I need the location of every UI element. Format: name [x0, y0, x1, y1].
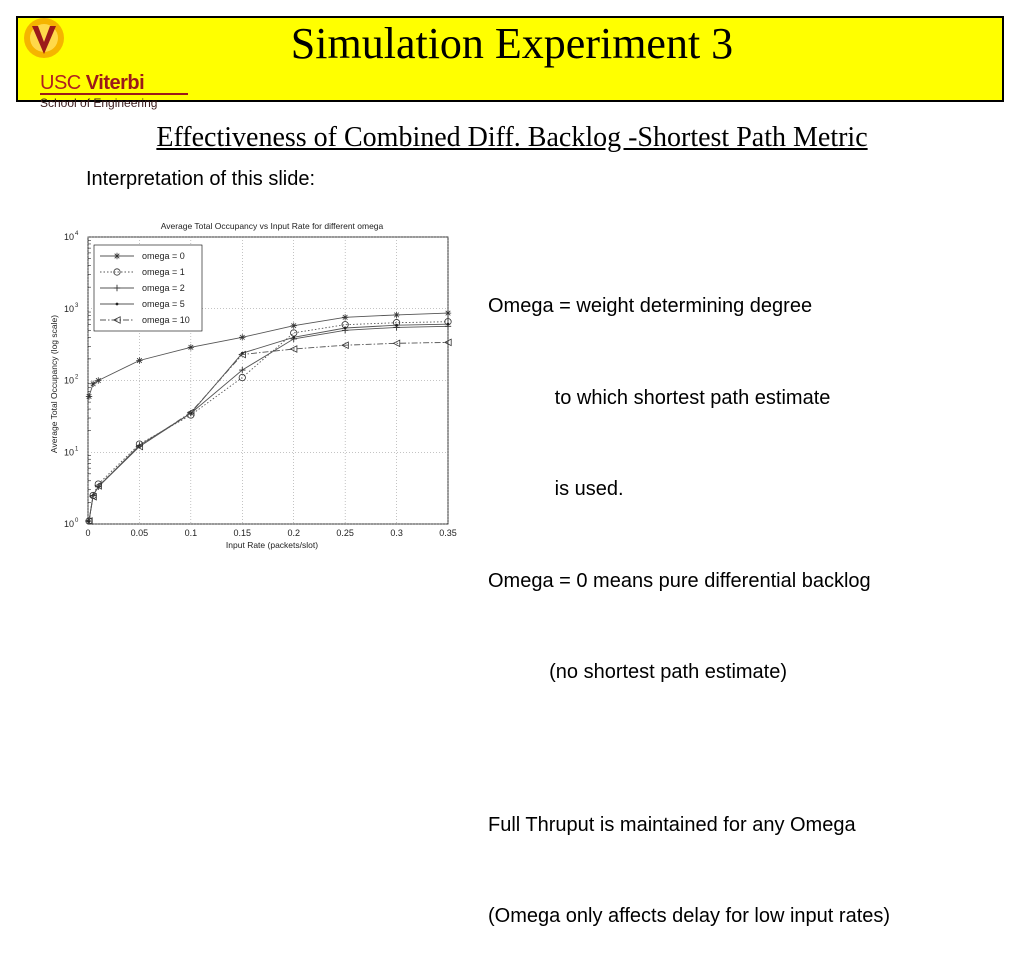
- note-line: (no shortest path estimate): [488, 661, 788, 683]
- x-tick-label: 0.15: [234, 528, 252, 538]
- y-tick-exponent: 3: [75, 303, 79, 309]
- legend-marker-4: [112, 316, 121, 324]
- point-series-2: [239, 366, 246, 374]
- point-series-0: [89, 380, 97, 387]
- logo-divider: [40, 93, 188, 95]
- legend-label-2: omega = 2: [142, 283, 185, 293]
- point-series-4: [94, 482, 102, 490]
- point-series-0: [444, 309, 452, 317]
- y-tick-label: 10: [64, 304, 74, 314]
- series-line-1: [88, 321, 449, 522]
- x-tick-label: 0.25: [336, 528, 354, 538]
- point-series-0: [393, 311, 400, 319]
- y-tick-exponent: 0: [75, 518, 79, 524]
- legend-marker-3: [115, 302, 119, 306]
- point-series-0: [95, 377, 102, 384]
- point-series-4: [238, 350, 246, 359]
- point-series-3: [395, 323, 398, 327]
- point-series-0: [341, 314, 349, 321]
- legend-marker-2: [113, 284, 121, 292]
- y-tick-label: 10: [64, 376, 74, 386]
- chart-xlabel: Input Rate (packets/slot): [226, 540, 318, 550]
- point-series-0: [85, 393, 93, 400]
- y-tick-exponent: 1: [75, 446, 79, 452]
- series-line-4: [88, 341, 449, 522]
- x-tick-label: 0.2: [287, 528, 300, 538]
- legend-label-4: omega = 10: [142, 315, 190, 325]
- series-line-0: [88, 312, 449, 397]
- point-series-4: [443, 338, 452, 347]
- logo-wordmark: USC Viterbi: [40, 72, 145, 94]
- point-series-4: [186, 408, 195, 417]
- note-line: to which shortest path estimate: [488, 386, 831, 409]
- note-line: Omega = weight determining degree: [488, 295, 813, 317]
- x-tick-label: 0: [85, 528, 90, 538]
- point-series-4: [84, 517, 93, 525]
- y-tick-label: 10: [64, 447, 74, 457]
- x-tick-label: 0.05: [131, 528, 149, 538]
- note-line: Omega = 0 means pure differential backlo…: [488, 569, 871, 592]
- y-tick-exponent: 2: [75, 375, 79, 381]
- point-series-4: [341, 341, 349, 350]
- point-series-1: [238, 373, 246, 382]
- chart-ylabel: Average Total Occupancy (log scale): [49, 315, 59, 453]
- series-line-3: [88, 323, 449, 522]
- slide-header: USC Viterbi School of Engineering: [16, 16, 1004, 110]
- point-series-4: [392, 339, 401, 348]
- occupancy-chart: Average Total Occupancy vs Input Rate fo…: [40, 212, 470, 557]
- logo-school-name: School of Engineering: [40, 96, 158, 110]
- chart-svg: Average Total Occupancy vs Input Rate fo…: [49, 221, 457, 550]
- legend-label-0: omega = 0: [142, 251, 185, 261]
- legend-marker-1: [113, 268, 121, 276]
- point-series-3: [343, 326, 347, 330]
- point-series-0: [290, 322, 297, 329]
- point-series-4: [135, 442, 144, 451]
- slide-title: Simulation Experiment 3: [290, 19, 734, 68]
- point-series-3: [446, 322, 450, 326]
- x-tick-label: 0.3: [390, 528, 403, 538]
- x-tick-label: 0.35: [439, 528, 457, 538]
- note-line: is used.: [488, 478, 624, 500]
- notes-text-block: Omega = weight determining degree to whi…: [488, 230, 890, 962]
- point-series-4: [89, 492, 97, 501]
- y-tick-label: 10: [64, 232, 74, 242]
- legend-label-3: omega = 5: [142, 299, 185, 309]
- y-tick-exponent: 4: [75, 231, 79, 237]
- point-series-3: [292, 335, 296, 339]
- chart-title: Average Total Occupancy vs Input Rate fo…: [161, 221, 384, 231]
- slide-subtitle: Effectiveness of Combined Diff. Backlog …: [156, 122, 868, 153]
- interpretation-label: Interpretation of this slide:: [86, 168, 316, 190]
- legend-marker-0: [113, 252, 121, 260]
- usc-viterbi-logo: USC Viterbi School of Engineering: [18, 18, 188, 110]
- point-series-3: [87, 519, 91, 523]
- point-series-0: [136, 357, 143, 364]
- note-line: (Omega only affects delay for low input …: [488, 905, 891, 927]
- y-tick-label: 10: [64, 519, 74, 529]
- viterbi-v-icon: [24, 18, 64, 58]
- point-series-0: [239, 334, 246, 341]
- note-line: Full Thruput is maintained for any Omega: [488, 813, 856, 836]
- x-tick-label: 0.1: [185, 528, 198, 538]
- legend-label-1: omega = 1: [142, 267, 185, 277]
- point-series-4: [289, 345, 298, 353]
- point-series-0: [187, 344, 195, 351]
